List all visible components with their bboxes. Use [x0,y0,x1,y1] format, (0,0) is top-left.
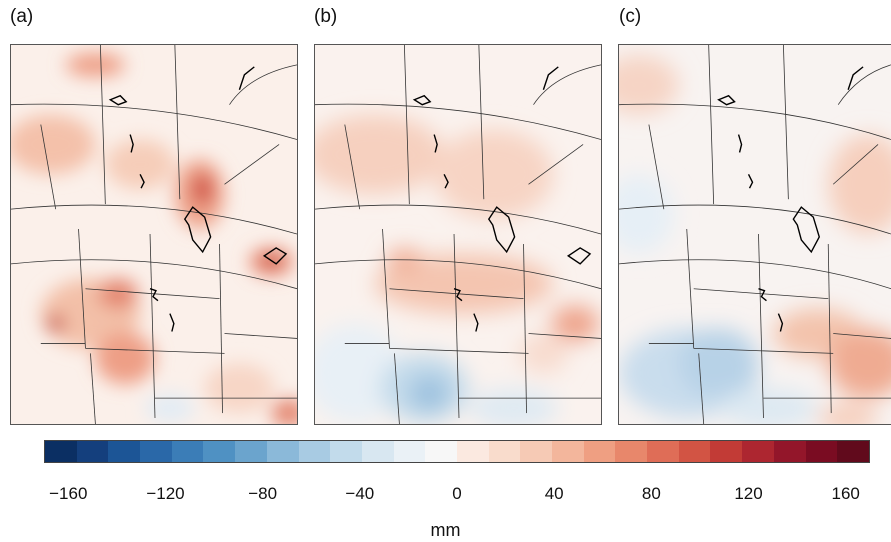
colorbar-tick-label: 160 [831,484,860,503]
map-c-lakes [717,66,864,332]
map-b-anomaly-field [315,114,600,424]
map-panel-a [10,44,298,425]
colorbar-cell [583,441,616,462]
panel-label-a: (a) [10,6,34,27]
map-panel-c [618,44,891,425]
colorbar-cell [805,441,838,462]
map-a-borders [11,45,297,424]
colorbar-cell [108,441,141,462]
colorbar-cell [773,441,806,462]
map-c-anomaly-field [619,54,891,424]
panel-label-c: (c) [619,6,642,27]
map-b-lakes [412,66,592,332]
map-c-borders [619,45,891,424]
colorbar-cell [45,441,77,462]
colorbar-cell [488,441,521,462]
colorbar-tick-label: 80 [641,484,661,503]
colorbar-cell [678,441,711,462]
map-panel-b [314,44,602,425]
colorbar [44,440,870,463]
colorbar-cell [330,441,362,462]
map-b-borders [315,45,601,424]
colorbar-tick-label: −160 [49,484,88,503]
colorbar-cell [203,441,236,462]
colorbar-tick-label: 40 [544,484,564,503]
colorbar-cell [393,441,426,462]
colorbar-cell [235,441,267,462]
map-c-svg [619,45,891,424]
map-b-svg [315,45,601,424]
colorbar-cell [615,441,648,462]
colorbar-tick-label: −80 [248,484,278,503]
colorbar-cell [742,441,774,462]
colorbar-cell [425,441,457,462]
colorbar-tick-label: 0 [452,484,462,503]
colorbar-cell [361,441,394,462]
colorbar-cell [520,441,552,462]
colorbar-cell [710,441,743,462]
colorbar-cell [837,441,869,462]
colorbar-cell [140,441,172,462]
colorbar-cell [552,441,584,462]
map-a-lakes [108,66,288,332]
colorbar-tick-label: 120 [734,484,763,503]
colorbar-tick-label: −120 [146,484,185,503]
colorbar-cell [647,441,679,462]
map-a-svg [11,45,297,424]
colorbar-cell [76,441,109,462]
colorbar-unit-label: mm [430,520,461,540]
colorbar-tick-label: −40 [345,484,375,503]
colorbar-cell [298,441,331,462]
colorbar-cell [171,441,204,462]
colorbar-cell [266,441,299,462]
panel-label-b: (b) [314,6,338,27]
colorbar-cell [456,441,489,462]
